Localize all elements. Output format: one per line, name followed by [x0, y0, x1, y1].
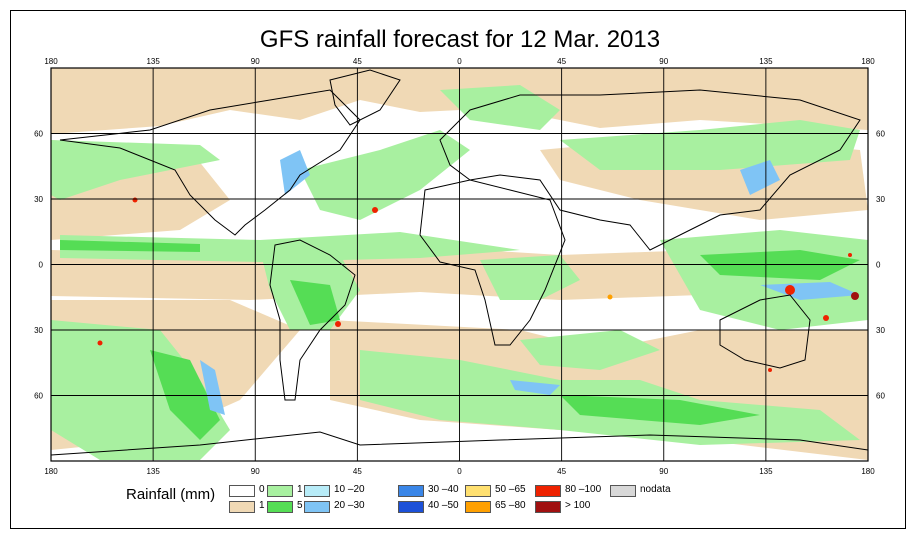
legend-swatch: [465, 485, 491, 497]
lon-tick-label-top: 45: [353, 57, 362, 66]
coastline-south-america: [269, 239, 356, 401]
lon-tick-label-top: 135: [146, 57, 160, 66]
rain-area-darkgreen: [150, 350, 220, 440]
rain-spot-intense: [372, 207, 378, 213]
lon-tick-label-top: 0: [457, 57, 462, 66]
rain-spot-intense: [851, 292, 859, 300]
legend-swatch: [229, 485, 255, 497]
coastline-africa: [419, 179, 566, 346]
rain-area-blue: [740, 160, 780, 195]
coastline-antarctica: [51, 431, 868, 456]
legend-swatch: [304, 485, 330, 497]
legend-label: nodata: [640, 484, 671, 495]
coastline-north-america: [59, 89, 361, 236]
legend-label: 1: [259, 500, 265, 511]
rain-area-green: [560, 120, 860, 170]
rain-spot-intense: [823, 315, 829, 321]
legend-label: 0: [259, 484, 265, 495]
rain-area-green: [300, 130, 470, 220]
lat-tick-label-left: 60: [34, 130, 43, 139]
rain-spot-intense: [335, 321, 341, 327]
lon-tick-label-top: 45: [557, 57, 566, 66]
legend-swatch: [398, 485, 424, 497]
lon-tick-label-bottom: 180: [861, 467, 875, 476]
rain-area-blue: [200, 360, 225, 415]
rain-area-darkgreen: [560, 395, 760, 425]
lon-tick-label-top: 180: [861, 57, 875, 66]
rain-spot-intense: [97, 340, 103, 346]
lon-tick-label-top: 180: [44, 57, 58, 66]
lon-tick-label-top: 90: [659, 57, 668, 66]
rain-spot-intense: [607, 294, 613, 300]
legend-swatch: [267, 501, 293, 513]
rain-area-green: [60, 232, 520, 262]
lon-tick-label-top: 135: [759, 57, 773, 66]
rain-area-darkgreen: [60, 240, 200, 252]
lon-tick-label-bottom: 90: [659, 467, 668, 476]
lon-tick-label-top: 90: [251, 57, 260, 66]
rain-spot-intense: [132, 197, 138, 203]
rain-area-green: [51, 140, 220, 200]
lon-tick-label-bottom: 135: [146, 467, 160, 476]
lat-tick-label-left: 30: [34, 326, 43, 335]
rain-spot-intense: [848, 253, 852, 257]
lat-tick-label-left: 0: [39, 261, 44, 270]
graticule: [51, 68, 868, 461]
lon-tick-label-bottom: 45: [557, 467, 566, 476]
legend-swatch: [535, 501, 561, 513]
lon-tick-label-bottom: 180: [44, 467, 58, 476]
lon-tick-label-bottom: 0: [457, 467, 462, 476]
legend-swatch: [610, 485, 636, 497]
legend-label: 10 –20: [334, 484, 365, 495]
legend-swatch: [398, 501, 424, 513]
lon-tick-label-bottom: 45: [353, 467, 362, 476]
rain-spot-intense: [768, 368, 772, 372]
legend-swatch: [267, 485, 293, 497]
axis-tick-labels: 180 180 135 135 90 90 45 45 0 0 45 45 90 90 135 135 180 1…: [34, 57, 885, 476]
rain-area-blue: [760, 282, 860, 300]
lat-tick-label-right: 30: [876, 326, 885, 335]
legend-title: Rainfall (mm): [126, 486, 216, 503]
legend-label: 50 –65: [495, 484, 526, 495]
lat-tick-label-right: 0: [876, 261, 881, 270]
rain-area-green: [440, 85, 560, 130]
legend-label: 65 –80: [495, 500, 526, 511]
legend-swatch: [535, 485, 561, 497]
coastline-australia: [719, 294, 811, 369]
rain-area-blue: [280, 150, 310, 195]
lat-tick-label-left: 30: [34, 195, 43, 204]
legend-swatch: [229, 501, 255, 513]
lat-tick-label-right: 60: [876, 130, 885, 139]
legend-label: 80 –100: [565, 484, 602, 495]
legend-label: 20 –30: [334, 500, 365, 511]
rain-spot-intense: [785, 285, 795, 295]
lon-tick-label-bottom: 90: [251, 467, 260, 476]
figure-frame: [10, 10, 906, 529]
legend-swatch: [465, 501, 491, 513]
legend-label: 30 –40: [428, 484, 459, 495]
legend-swatch: [304, 501, 330, 513]
coastlines: [51, 69, 868, 456]
lat-tick-label-right: 60: [876, 392, 885, 401]
rain-area-darkgreen: [290, 280, 340, 325]
coastline-eurasia: [439, 89, 861, 251]
rain-area-darkgreen: [700, 250, 860, 280]
legend-label: > 100: [565, 500, 591, 511]
lon-tick-label-bottom: 135: [759, 467, 773, 476]
legend-label: 40 –50: [428, 500, 459, 511]
coastline-greenland: [329, 69, 401, 126]
map-border: [50, 67, 869, 462]
map-title: GFS rainfall forecast for 12 Mar. 2013: [259, 26, 661, 53]
rain-area-green: [520, 330, 660, 370]
lat-tick-label-left: 60: [34, 392, 43, 401]
lat-tick-label-right: 30: [876, 195, 885, 204]
rain-area-blue: [510, 380, 560, 395]
